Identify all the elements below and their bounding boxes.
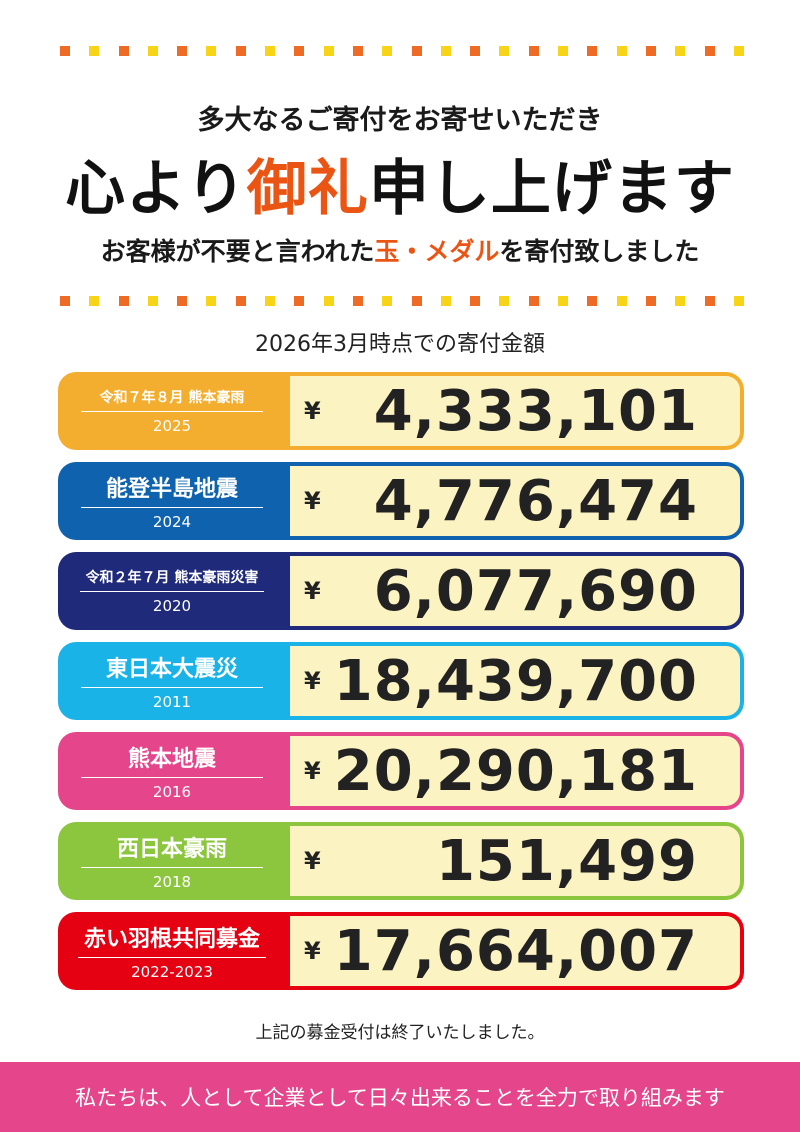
yen-symbol: ¥ <box>304 667 321 695</box>
decorative-dot <box>470 296 481 306</box>
donation-amount: 4,776,474 <box>373 468 698 534</box>
decorative-dot <box>733 296 744 306</box>
donation-amount: 18,439,700 <box>333 648 698 714</box>
decorative-dot <box>352 46 363 56</box>
decorative-dot <box>675 46 686 56</box>
decorative-dot <box>645 296 656 306</box>
decorative-dot <box>118 46 129 56</box>
decorative-dot <box>704 46 715 56</box>
yen-symbol: ¥ <box>304 397 321 425</box>
headline-part-1: 心より <box>65 154 247 224</box>
decorative-dot <box>528 46 539 56</box>
tagline-part-1: お客様が不要と言われた <box>100 237 375 266</box>
donation-row: 西日本豪雨 2018 ¥ 151,499 <box>58 822 744 900</box>
headline-highlight: 御礼 <box>246 154 369 224</box>
decorative-dot <box>440 46 451 56</box>
donation-amount: 151,499 <box>435 828 698 894</box>
yen-symbol: ¥ <box>304 847 321 875</box>
donation-amount: 20,290,181 <box>333 738 698 804</box>
decorative-dot <box>89 296 100 306</box>
donation-list: 令和７年８月 熊本豪雨 2025 ¥ 4,333,101 能登半島地震 2024… <box>58 372 744 1002</box>
decorative-dot <box>323 46 334 56</box>
headline-part-2: 申し上げます <box>368 154 735 224</box>
decorative-dot <box>382 296 393 306</box>
decorative-dot <box>118 296 129 306</box>
donation-row: 東日本大震災 2011 ¥ 18,439,700 <box>58 642 744 720</box>
donation-row: 令和２年７月 熊本豪雨災害 2020 ¥ 6,077,690 <box>58 552 744 630</box>
decorative-dot <box>206 296 217 306</box>
donation-row: 熊本地震 2016 ¥ 20,290,181 <box>58 732 744 810</box>
decorative-dot <box>265 296 276 306</box>
decorative-dot <box>294 46 305 56</box>
decorative-dot <box>89 46 100 56</box>
yen-symbol: ¥ <box>304 937 321 965</box>
decorative-dot <box>558 296 569 306</box>
donation-year: 2022-2023 <box>131 963 213 981</box>
decorative-dot <box>323 296 334 306</box>
donation-row: 赤い羽根共同募金 2022-2023 ¥ 17,664,007 <box>58 912 744 990</box>
donation-year: 2016 <box>152 783 192 801</box>
headline: 心より御礼申し上げます <box>0 140 800 227</box>
yen-symbol: ¥ <box>304 757 321 785</box>
decorative-dot <box>147 296 158 306</box>
decorative-dot <box>235 296 246 306</box>
footer-text: 私たちは、人として企業として日々出来ることを全力で取り組みます <box>75 1086 725 1110</box>
decorative-dot <box>499 296 510 306</box>
decorative-dot <box>733 46 744 56</box>
decorative-dot <box>587 46 598 56</box>
donation-year: 2025 <box>152 417 192 435</box>
decorative-dot <box>704 296 715 306</box>
yen-symbol: ¥ <box>304 487 321 515</box>
donation-name: 能登半島地震 <box>81 471 263 508</box>
donation-amount: 6,077,690 <box>373 558 698 624</box>
donation-name: 令和７年８月 熊本豪雨 <box>81 387 263 412</box>
donation-name: 熊本地震 <box>81 741 263 778</box>
decorative-dot <box>206 46 217 56</box>
decorative-dot <box>60 46 70 56</box>
decorative-dot <box>616 296 627 306</box>
yen-symbol: ¥ <box>304 577 321 605</box>
footer-banner: 私たちは、人として企業として日々出来ることを全力で取り組みます <box>0 1062 800 1132</box>
decorative-dot <box>382 46 393 56</box>
subtitle: 多大なるご寄付をお寄せいただき <box>197 105 603 136</box>
decorative-dot <box>265 46 276 56</box>
decorative-dot-line-middle <box>60 296 744 306</box>
decorative-dot <box>60 296 70 306</box>
donation-year: 2024 <box>152 513 192 531</box>
decorative-dot <box>294 296 305 306</box>
donation-name: 東日本大震災 <box>81 651 263 688</box>
decorative-dot <box>616 46 627 56</box>
decorative-dot <box>411 46 422 56</box>
decorative-dot <box>675 296 686 306</box>
donation-amount: 17,664,007 <box>333 918 698 984</box>
donation-year: 2020 <box>152 597 192 615</box>
decorative-dot <box>587 296 598 306</box>
decorative-dot <box>470 46 481 56</box>
decorative-dot <box>235 46 246 56</box>
donation-name: 西日本豪雨 <box>81 831 263 868</box>
donation-amount: 4,333,101 <box>373 378 698 444</box>
tagline-highlight: 玉・メダル <box>374 237 500 266</box>
decorative-dot <box>177 46 188 56</box>
decorative-dot <box>558 46 569 56</box>
decorative-dot <box>177 296 188 306</box>
as-of-heading: 2026年3月時点での寄付金額 <box>255 332 545 357</box>
donation-row: 令和７年８月 熊本豪雨 2025 ¥ 4,333,101 <box>58 372 744 450</box>
donation-name: 赤い羽根共同募金 <box>77 921 266 958</box>
donation-year: 2011 <box>152 693 192 711</box>
decorative-dot <box>528 296 539 306</box>
donation-name: 令和２年７月 熊本豪雨災害 <box>79 567 265 592</box>
decorative-dot <box>352 296 363 306</box>
closed-note: 上記の募金受付は終了いたしました。 <box>255 1023 545 1043</box>
tagline-part-2: を寄付致しました <box>499 237 700 266</box>
donation-row: 能登半島地震 2024 ¥ 4,776,474 <box>58 462 744 540</box>
donation-year: 2018 <box>152 873 192 891</box>
decorative-dot-line-top <box>60 46 744 56</box>
decorative-dot <box>645 46 656 56</box>
decorative-dot <box>499 46 510 56</box>
tagline: お客様が不要と言われた玉・メダルを寄付致しました <box>0 232 800 268</box>
decorative-dot <box>411 296 422 306</box>
decorative-dot <box>440 296 451 306</box>
decorative-dot <box>147 46 158 56</box>
